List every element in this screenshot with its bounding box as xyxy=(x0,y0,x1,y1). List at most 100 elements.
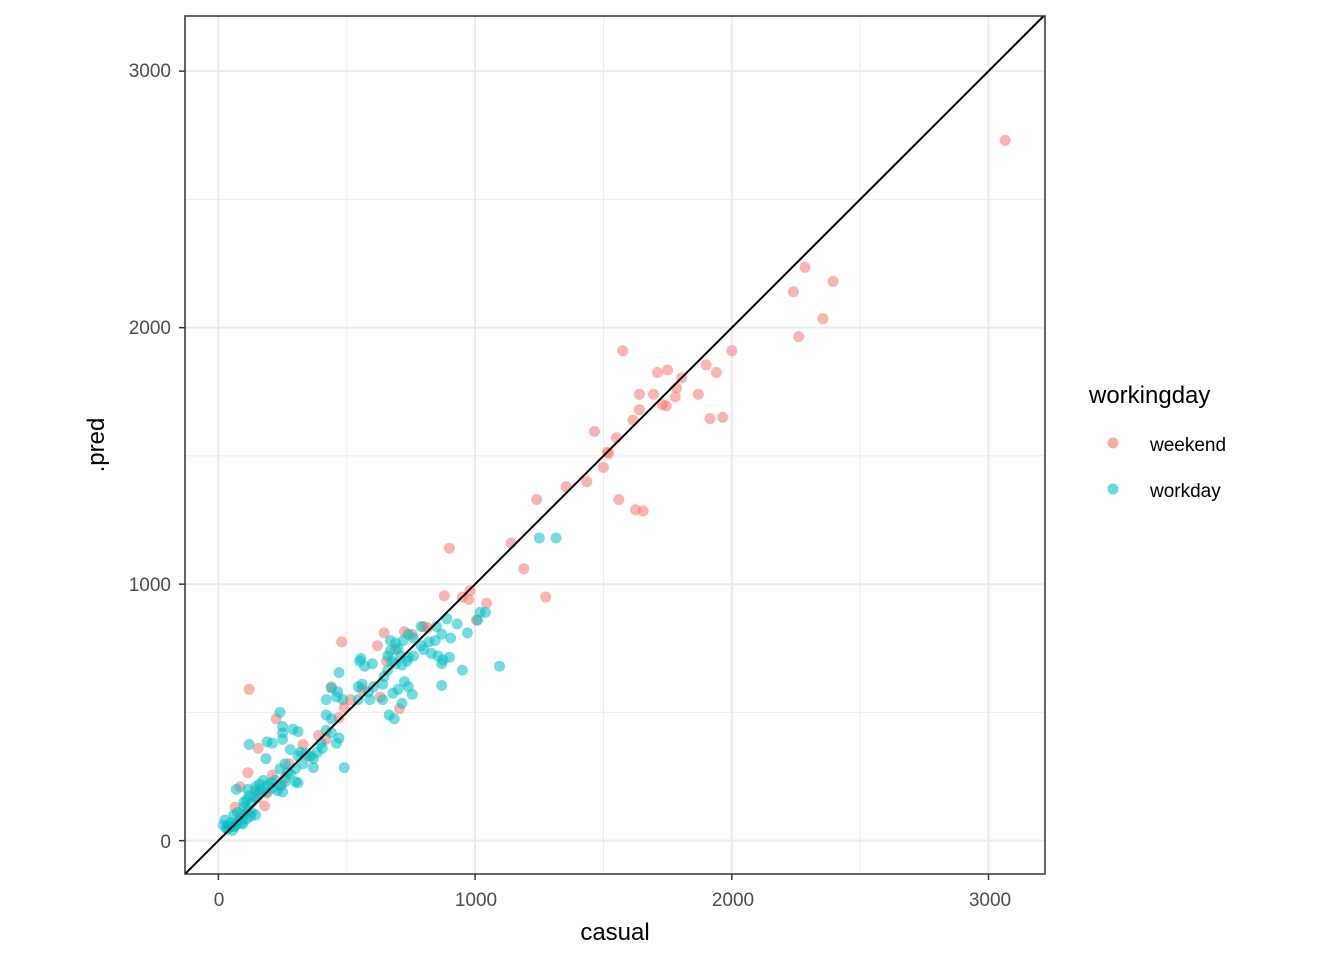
data-point-weekend xyxy=(243,683,255,695)
data-point-weekend xyxy=(799,261,811,273)
legend-label-workday: workday xyxy=(1149,481,1221,502)
data-point-weekend xyxy=(692,388,704,400)
y-tick-label: 3000 xyxy=(129,61,171,82)
x-tick-label: 2000 xyxy=(712,890,754,911)
legend-key-weekend xyxy=(1107,437,1119,449)
data-point-weekend xyxy=(581,476,593,488)
data-point-workday xyxy=(325,713,337,725)
data-point-workday xyxy=(479,606,491,618)
data-point-weekend xyxy=(372,640,383,652)
data-point-workday xyxy=(243,739,255,750)
data-point-workday xyxy=(230,783,242,795)
data-point-weekend xyxy=(660,400,672,412)
data-point-weekend xyxy=(633,404,645,416)
data-point-workday xyxy=(406,688,418,700)
data-point-workday xyxy=(436,680,448,691)
data-point-workday xyxy=(461,627,473,639)
data-point-workday xyxy=(396,697,408,709)
data-point-weekend xyxy=(252,742,264,754)
data-point-workday xyxy=(331,737,342,749)
data-points xyxy=(218,134,1011,836)
data-point-workday xyxy=(277,733,289,745)
legend-key-workday xyxy=(1107,483,1119,495)
x-axis-ticks xyxy=(217,874,990,880)
data-point-weekend xyxy=(481,597,493,609)
data-point-workday xyxy=(277,721,289,732)
data-point-workday xyxy=(494,660,505,672)
y-axis-ticks xyxy=(179,70,185,842)
data-point-workday xyxy=(472,614,484,626)
data-point-weekend xyxy=(793,331,805,343)
data-point-workday xyxy=(533,532,545,544)
data-point-weekend xyxy=(710,367,722,378)
data-point-workday xyxy=(451,618,463,630)
data-point-weekend xyxy=(787,286,799,298)
data-point-workday xyxy=(384,635,396,647)
data-point-weekend xyxy=(259,800,271,812)
y-axis-title: .pred xyxy=(83,418,110,473)
data-point-workday xyxy=(307,762,319,774)
data-point-weekend xyxy=(700,359,712,371)
data-point-workday xyxy=(445,632,457,644)
legend: workingday weekend workday xyxy=(1088,382,1226,502)
data-point-weekend xyxy=(597,461,609,473)
data-point-weekend xyxy=(242,767,254,779)
x-axis-title: casual xyxy=(580,919,649,946)
data-point-workday xyxy=(338,762,350,774)
data-point-workday xyxy=(219,814,231,826)
data-point-workday xyxy=(277,786,289,798)
data-point-weekend xyxy=(589,426,600,437)
x-tick-label: 3000 xyxy=(969,890,1011,911)
data-point-weekend xyxy=(662,364,674,376)
major-gridlines xyxy=(185,16,1045,874)
y-tick-label: 0 xyxy=(160,832,171,853)
data-point-weekend xyxy=(633,388,645,400)
data-point-workday xyxy=(292,726,304,738)
data-point-workday xyxy=(331,691,342,703)
data-point-workday xyxy=(228,809,240,821)
data-point-weekend xyxy=(540,591,552,603)
data-point-workday xyxy=(333,667,345,679)
data-point-weekend xyxy=(443,542,455,554)
identity-reference-line xyxy=(184,15,1045,875)
data-point-workday xyxy=(325,682,337,694)
data-point-workday xyxy=(356,678,368,690)
data-point-workday xyxy=(456,664,468,676)
data-point-weekend xyxy=(518,563,530,575)
data-point-weekend xyxy=(717,411,729,423)
data-point-workday xyxy=(274,706,286,718)
data-point-workday xyxy=(377,694,389,706)
data-point-weekend xyxy=(603,447,615,459)
y-tick-label: 2000 xyxy=(129,318,171,339)
data-point-weekend xyxy=(617,345,629,357)
data-point-workday xyxy=(415,621,427,632)
data-point-weekend xyxy=(613,494,625,505)
data-point-workday xyxy=(320,724,332,736)
data-point-workday xyxy=(242,783,254,795)
y-tick-label: 1000 xyxy=(129,575,171,596)
data-point-workday xyxy=(443,651,455,663)
data-point-workday xyxy=(292,777,304,789)
data-point-workday xyxy=(550,532,562,544)
data-point-weekend xyxy=(651,367,663,378)
data-point-weekend xyxy=(336,636,348,648)
data-point-workday xyxy=(436,658,448,670)
data-point-weekend xyxy=(704,413,716,425)
data-point-weekend xyxy=(531,494,543,505)
data-point-workday xyxy=(229,821,241,832)
data-point-weekend xyxy=(726,345,738,357)
data-point-workday xyxy=(307,753,319,765)
data-point-workday xyxy=(261,736,273,748)
data-point-weekend xyxy=(817,313,829,325)
data-point-weekend xyxy=(378,627,390,639)
data-point-workday xyxy=(377,678,389,690)
data-point-workday xyxy=(284,744,296,756)
data-point-weekend xyxy=(669,391,681,403)
legend-title: workingday xyxy=(1088,382,1210,409)
x-tick-label: 1000 xyxy=(455,890,497,911)
data-point-workday xyxy=(260,753,272,765)
data-point-weekend xyxy=(648,388,659,400)
plot-panel-border xyxy=(184,15,1046,875)
data-point-weekend xyxy=(827,276,839,287)
